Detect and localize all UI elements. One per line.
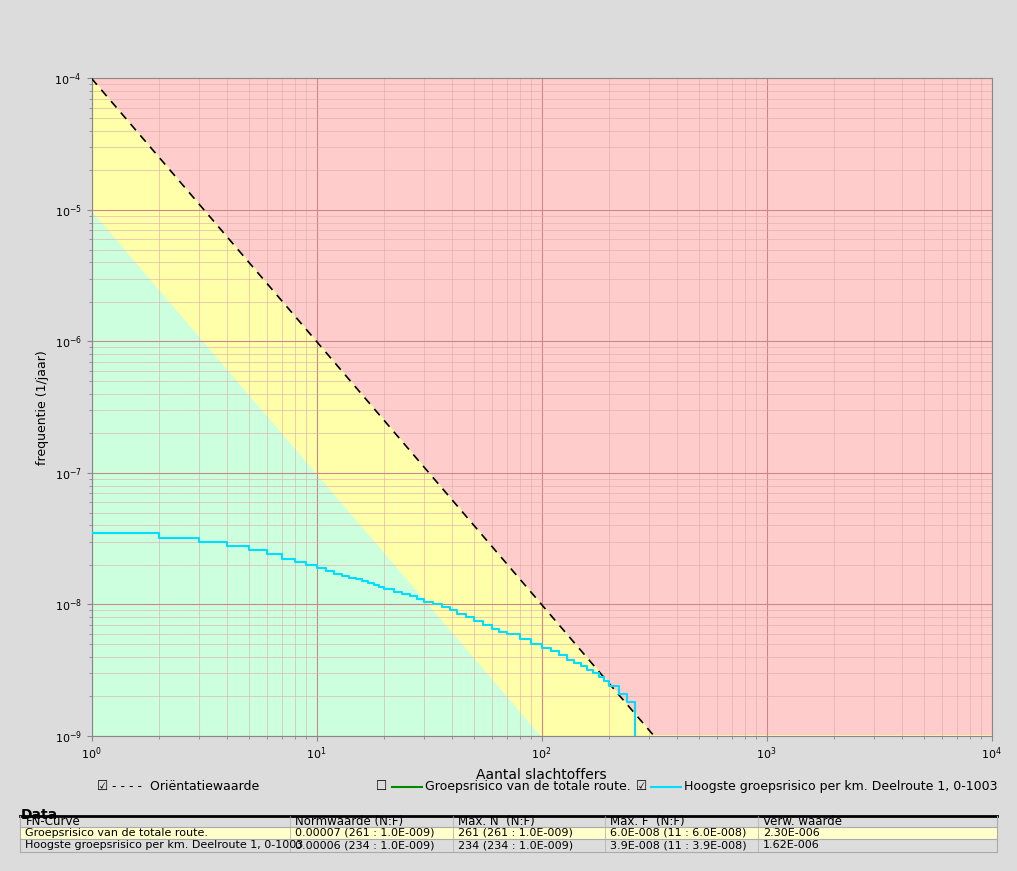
Polygon shape [92,78,992,736]
Text: Verw. waarde: Verw. waarde [763,815,842,827]
Text: 3.9E-008 (11 : 3.9E-008): 3.9E-008 (11 : 3.9E-008) [610,841,746,850]
Text: Groepsrisico van de totale route.: Groepsrisico van de totale route. [425,780,631,793]
Text: Normwaarde (N:F): Normwaarde (N:F) [295,815,403,827]
Text: 2.30E-006: 2.30E-006 [763,827,820,838]
Text: 6.0E-008 (11 : 6.0E-008): 6.0E-008 (11 : 6.0E-008) [610,827,746,838]
Text: 261 (261 : 1.0E-009): 261 (261 : 1.0E-009) [458,827,573,838]
Text: Groepsrisico van de totale route.: Groepsrisico van de totale route. [25,827,208,838]
Text: ☐: ☐ [376,780,387,793]
Text: 0.00006 (234 : 1.0E-009): 0.00006 (234 : 1.0E-009) [295,841,434,850]
X-axis label: Aantal slachtoffers: Aantal slachtoffers [476,768,607,782]
Text: 1.62E-006: 1.62E-006 [763,841,820,850]
Text: Hoogste groepsrisico per km. Deelroute 1, 0-1003: Hoogste groepsrisico per km. Deelroute 1… [25,841,304,850]
Polygon shape [92,210,992,736]
Text: 0.00007 (261 : 1.0E-009): 0.00007 (261 : 1.0E-009) [295,827,434,838]
Text: Hoogste groepsrisico per km. Deelroute 1, 0-1003: Hoogste groepsrisico per km. Deelroute 1… [684,780,998,793]
Text: ☑: ☑ [97,780,108,793]
Text: Max. N  (N:F): Max. N (N:F) [458,815,534,827]
Text: FN-Curve: FN-Curve [25,815,80,827]
Text: ☑: ☑ [636,780,647,793]
Text: Max. F  (N:F): Max. F (N:F) [610,815,684,827]
Text: Data: Data [20,808,58,822]
Y-axis label: frequentie (1/jaar): frequentie (1/jaar) [36,350,49,464]
Text: - - - -  Oriëntatiewaarde: - - - - Oriëntatiewaarde [112,780,259,793]
Text: 234 (234 : 1.0E-009): 234 (234 : 1.0E-009) [458,841,573,850]
